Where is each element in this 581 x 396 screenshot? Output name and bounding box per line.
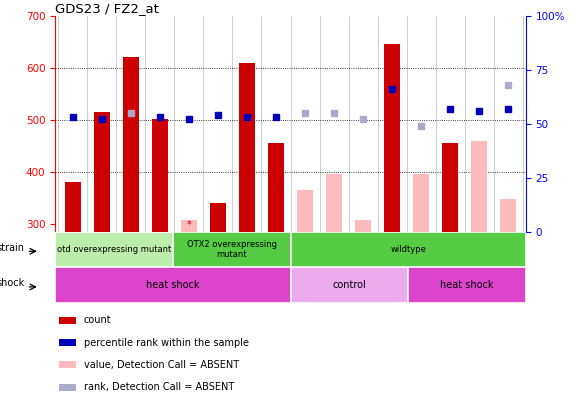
Bar bbox=[290, 232, 526, 267]
Bar bbox=[64, 182, 81, 232]
Text: count: count bbox=[84, 315, 111, 325]
Text: otd overexpressing mutant: otd overexpressing mutant bbox=[57, 245, 171, 254]
Bar bbox=[268, 143, 284, 232]
Bar bbox=[152, 119, 168, 232]
Text: shock: shock bbox=[0, 278, 25, 288]
Bar bbox=[55, 267, 290, 303]
Bar bbox=[384, 44, 400, 232]
Bar bbox=[59, 339, 76, 346]
Bar bbox=[59, 383, 76, 390]
Bar bbox=[471, 141, 487, 232]
Bar bbox=[500, 199, 517, 232]
Bar bbox=[413, 175, 429, 232]
Text: value, Detection Call = ABSENT: value, Detection Call = ABSENT bbox=[84, 360, 239, 370]
Bar bbox=[210, 203, 226, 232]
Bar bbox=[59, 361, 76, 368]
Bar bbox=[290, 267, 408, 303]
Bar bbox=[326, 175, 342, 232]
Bar bbox=[181, 220, 197, 232]
Bar bbox=[408, 267, 526, 303]
Bar bbox=[55, 232, 173, 267]
Text: *: * bbox=[390, 220, 394, 230]
Text: control: control bbox=[332, 280, 366, 290]
Text: OTX2 overexpressing
mutant: OTX2 overexpressing mutant bbox=[187, 240, 277, 259]
Text: strain: strain bbox=[0, 243, 25, 253]
Text: rank, Detection Call = ABSENT: rank, Detection Call = ABSENT bbox=[84, 382, 234, 392]
Bar bbox=[59, 317, 76, 324]
Bar bbox=[94, 112, 110, 232]
Text: wildtype: wildtype bbox=[390, 245, 426, 254]
Bar bbox=[355, 220, 371, 232]
Text: *: * bbox=[187, 220, 191, 230]
Text: percentile rank within the sample: percentile rank within the sample bbox=[84, 337, 249, 348]
Bar bbox=[442, 143, 458, 232]
Text: GDS23 / FZ2_at: GDS23 / FZ2_at bbox=[55, 2, 159, 15]
Bar bbox=[123, 57, 139, 232]
Text: heat shock: heat shock bbox=[440, 280, 494, 290]
Bar bbox=[173, 232, 290, 267]
Bar bbox=[239, 63, 255, 232]
Bar bbox=[297, 190, 313, 232]
Text: heat shock: heat shock bbox=[146, 280, 200, 290]
